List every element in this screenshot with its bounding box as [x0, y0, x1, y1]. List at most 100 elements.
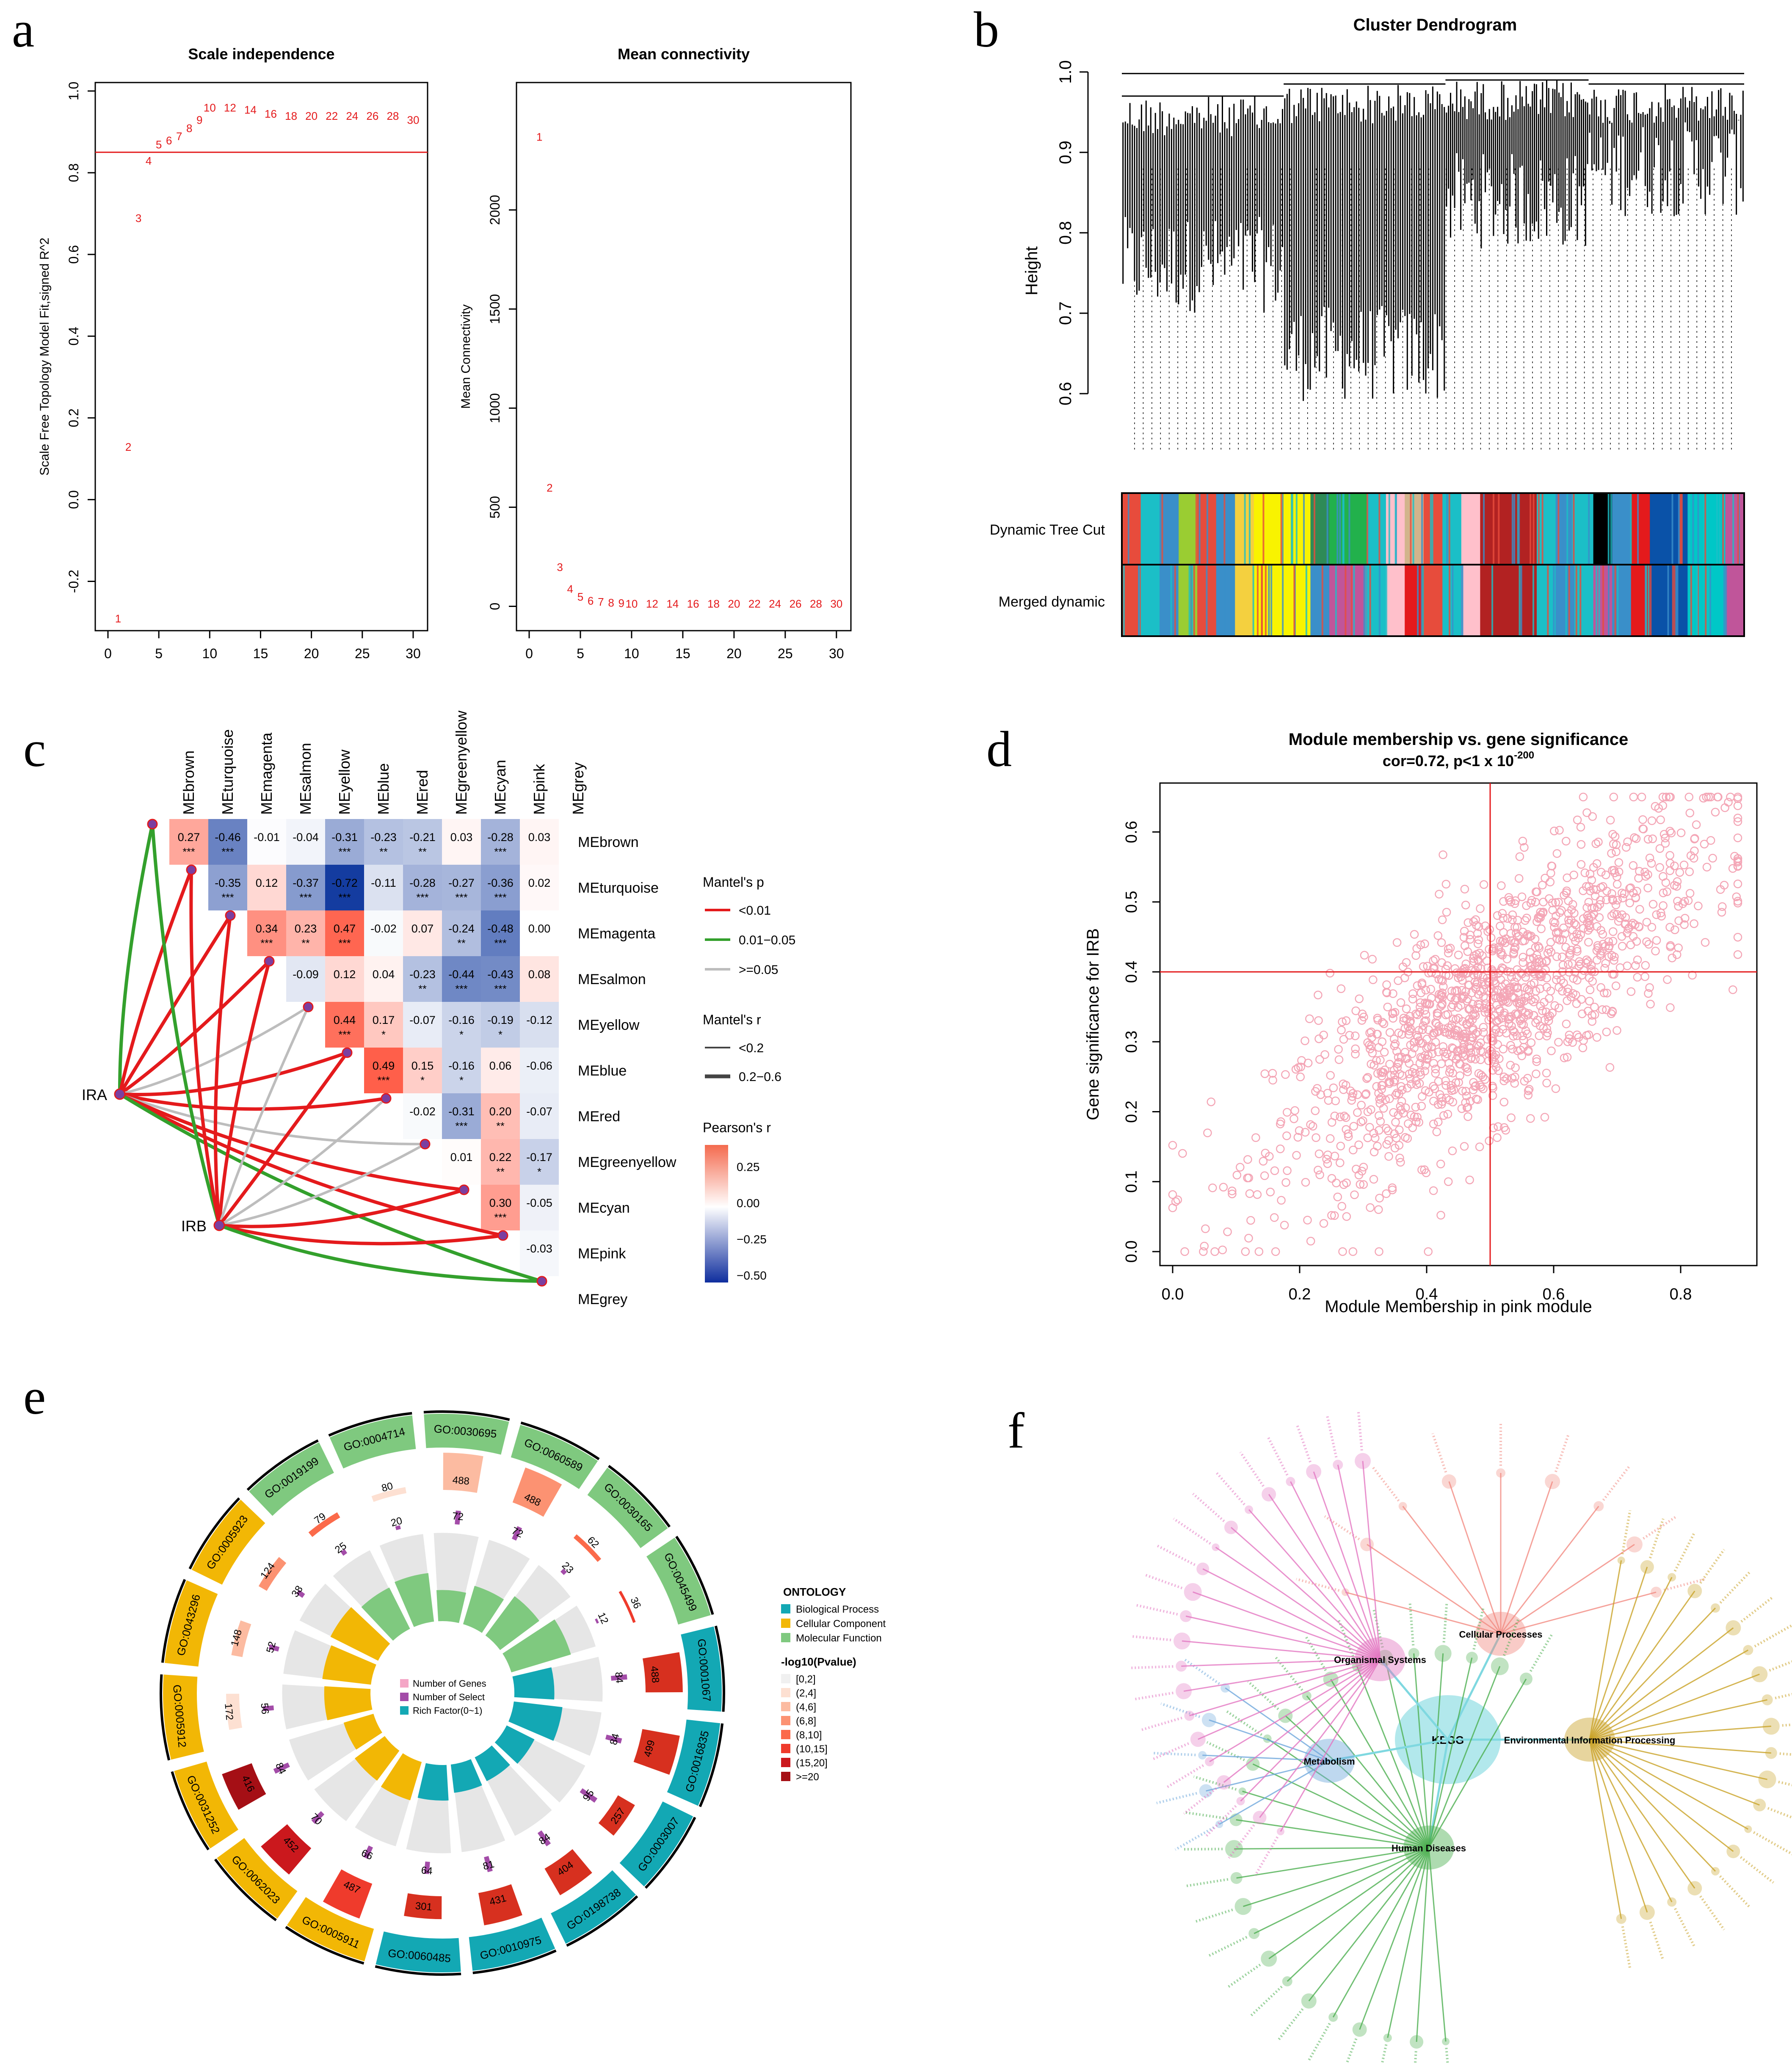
leaf-edge — [1428, 1666, 1501, 1848]
data-point — [1539, 1024, 1548, 1033]
data-point — [1359, 1163, 1368, 1172]
row-label-MEgrey: MEgrey — [578, 1291, 627, 1307]
data-point — [1408, 989, 1417, 998]
panel-label-a: a — [12, 1, 34, 58]
leaf-edge — [1500, 1506, 1599, 1634]
point-label: 12 — [224, 102, 236, 114]
x-tick-label: 0.4 — [1416, 1285, 1438, 1303]
point-label: 22 — [326, 110, 338, 122]
leaf-edge — [1428, 1678, 1527, 1848]
module-color-stripe — [1491, 565, 1494, 636]
leaf-label-mark — [1414, 2051, 1417, 2063]
module-color-cell — [1405, 565, 1424, 636]
cell-significance: *** — [221, 846, 234, 858]
color-row-label: Merged dynamic — [999, 594, 1105, 610]
dendrogram-branches — [1122, 73, 1744, 401]
data-point — [1608, 830, 1617, 839]
data-point — [1462, 996, 1472, 1006]
data-point — [1487, 1047, 1496, 1056]
data-point — [1413, 1113, 1422, 1122]
select-count-bar — [268, 1644, 280, 1652]
data-point — [1555, 826, 1564, 835]
cell-value: 0.03 — [450, 831, 473, 844]
point-label: 30 — [407, 114, 420, 127]
leaf-label-mark — [1782, 1723, 1792, 1727]
module-color-stripe — [1129, 493, 1131, 564]
data-point — [1391, 1118, 1400, 1127]
data-point — [1392, 1047, 1401, 1056]
leaf-edge — [1589, 1627, 1734, 1740]
data-point — [1667, 828, 1676, 838]
leaf-node — [1173, 1632, 1190, 1649]
data-point — [1411, 1103, 1420, 1111]
data-point — [1517, 997, 1526, 1006]
data-point — [1532, 1069, 1541, 1078]
data-point — [1519, 958, 1527, 967]
heatmap-cell — [520, 819, 559, 865]
leaf-edge — [1428, 1653, 1444, 1848]
data-point — [1577, 995, 1586, 1004]
gene-count-bar — [619, 1591, 636, 1623]
scale-ring — [714, 1625, 725, 1712]
gene-count-bar — [231, 1620, 251, 1657]
data-point — [1492, 1016, 1502, 1026]
data-point — [1463, 918, 1473, 927]
y-axis-label: Gene significance for IRB — [1084, 928, 1102, 1120]
module-color-stripe — [1252, 565, 1254, 636]
data-point — [1463, 1067, 1472, 1076]
rich-factor-bar — [324, 1686, 373, 1721]
branch-label: Metabolism — [1303, 1756, 1355, 1767]
data-point — [1241, 1247, 1250, 1256]
module-color-cell — [1480, 565, 1499, 636]
data-point — [1605, 1063, 1615, 1072]
module-color-stripe — [1517, 493, 1519, 564]
leaf-label-mark — [1140, 1716, 1182, 1732]
module-color-stripe — [1268, 565, 1270, 636]
y-axis-label: Height — [1022, 246, 1041, 295]
module-color-cell — [1650, 565, 1669, 636]
data-point — [1327, 1118, 1336, 1127]
leaf-edge — [1230, 1527, 1381, 1660]
x-tick-label: 20 — [304, 646, 319, 661]
panel-d: Module membership vs. gene significancec… — [1084, 730, 1758, 1316]
data-point — [1596, 926, 1605, 935]
data-point — [1668, 954, 1677, 963]
data-point — [1420, 1017, 1429, 1026]
module-color-cell — [1461, 493, 1481, 564]
gradient-tick: −0.25 — [737, 1233, 767, 1246]
data-point — [1645, 853, 1654, 863]
data-point — [1610, 952, 1619, 961]
data-point — [1480, 1008, 1490, 1017]
x-tick-label: 5 — [155, 646, 163, 661]
leaf-edge — [1500, 1481, 1553, 1634]
select-count-bar — [610, 1674, 627, 1681]
data-point — [1392, 1134, 1401, 1142]
legend-title-mantel-r: Mantel's r — [703, 1012, 761, 1027]
data-point — [1454, 973, 1463, 982]
data-point — [1471, 985, 1480, 993]
data-point — [1728, 864, 1737, 873]
data-point — [1282, 1131, 1291, 1140]
data-point — [1361, 1090, 1370, 1099]
data-point — [1552, 929, 1561, 938]
leaf-node — [1743, 1645, 1753, 1655]
data-point — [1563, 1053, 1572, 1062]
data-point — [1369, 1175, 1378, 1184]
leaf-node — [1230, 1872, 1243, 1884]
module-color-stripe — [1223, 493, 1226, 564]
leaf-label-mark — [1648, 1518, 1665, 1559]
data-point — [1327, 1174, 1336, 1183]
data-point — [1529, 954, 1538, 963]
data-point — [1557, 952, 1567, 962]
module-color-cell — [1216, 565, 1236, 636]
data-point — [1520, 843, 1529, 852]
data-point — [1685, 889, 1695, 898]
data-point — [1577, 971, 1586, 980]
data-point — [1382, 1140, 1391, 1149]
data-point — [1439, 1111, 1448, 1120]
data-point — [1519, 953, 1527, 962]
data-point — [1512, 1010, 1521, 1019]
module-color-stripe — [1530, 493, 1532, 564]
